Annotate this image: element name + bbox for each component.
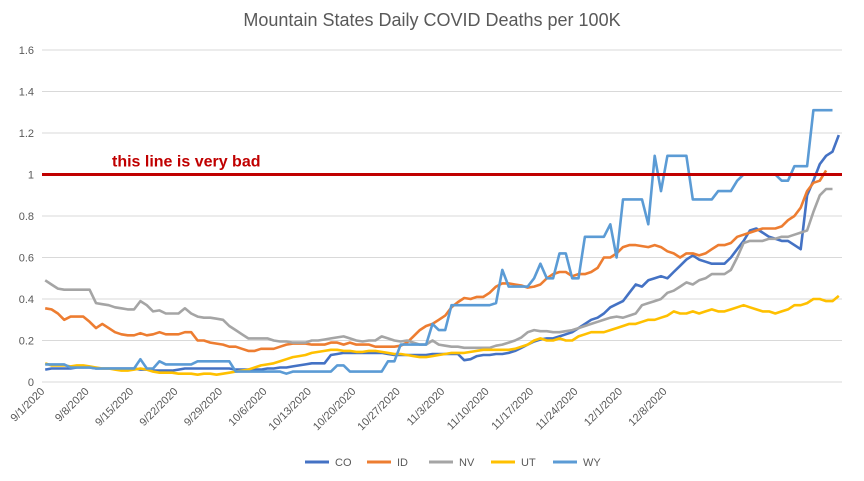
y-tick-label: 1 — [28, 170, 34, 182]
legend-label-nv: NV — [459, 457, 475, 469]
series-line-id — [44, 169, 828, 353]
y-tick-label: 0.4 — [19, 294, 34, 306]
y-tick-label: 0.2 — [19, 336, 34, 348]
legend: CO ID NV UT WY — [305, 457, 601, 469]
threshold-group: this line is very bad — [42, 154, 842, 176]
y-tick-label: 0.8 — [19, 211, 34, 223]
y-tick-label: 1.4 — [19, 87, 34, 99]
y-axis-ticks: 0 0.2 0.4 0.6 0.8 1 1.2 1.4 1.6 — [19, 45, 34, 389]
y-tick-label: 0.6 — [19, 253, 34, 265]
series-line-ut — [44, 294, 840, 377]
legend-label-wy: WY — [583, 457, 601, 469]
chart-title: Mountain States Daily COVID Deaths per 1… — [243, 10, 620, 30]
y-tick-label: 1.6 — [19, 45, 34, 57]
series-line-wy — [45, 108, 833, 376]
threshold-label: this line is very bad — [112, 154, 261, 171]
legend-label-id: ID — [397, 457, 408, 469]
y-tick-label: 0 — [28, 377, 34, 389]
y-tick-label: 1.2 — [19, 128, 34, 140]
legend-label-ut: UT — [521, 457, 536, 469]
series-lines — [44, 108, 841, 377]
legend-label-co: CO — [335, 457, 352, 469]
series-line-nv — [44, 187, 833, 350]
